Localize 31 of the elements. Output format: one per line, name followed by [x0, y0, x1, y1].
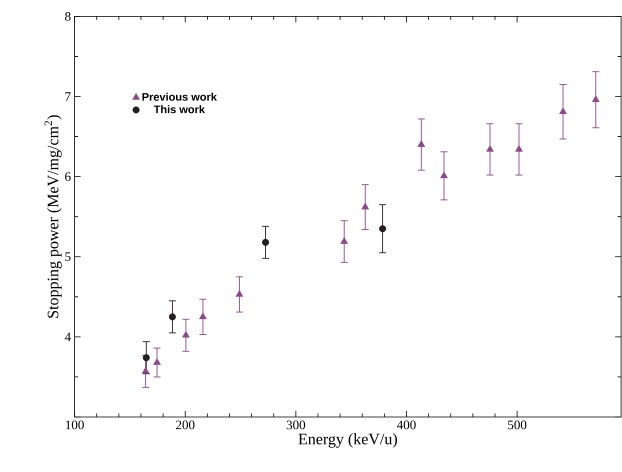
point	[182, 330, 190, 338]
point	[262, 238, 270, 246]
point	[168, 313, 176, 320]
point	[142, 366, 150, 374]
y-tick-label: 4	[64, 332, 71, 342]
point	[417, 140, 426, 147]
x-tick-label: 300	[286, 420, 306, 430]
point	[142, 354, 150, 362]
point	[153, 358, 161, 365]
y-tick-label: 7	[65, 92, 71, 101]
x-tick-label: 400	[396, 420, 416, 430]
x-tick-label: 500	[508, 420, 526, 430]
x-tick-label: 100	[66, 420, 84, 430]
point	[592, 95, 600, 102]
legend-label: This work	[154, 105, 206, 114]
point	[199, 312, 207, 320]
legend-label: Previous work	[142, 92, 217, 101]
point	[236, 290, 244, 297]
y-axis-title: Stopping power (MeV/mg/cm$^{2}$)	[44, 115, 62, 318]
x-tick-label: 200	[176, 420, 194, 430]
point	[559, 107, 567, 114]
y-tick-label: 5	[65, 252, 71, 262]
point	[440, 171, 448, 178]
y-tick-label: 6	[65, 172, 71, 182]
point	[361, 202, 370, 210]
point	[486, 145, 494, 152]
x-axis-title: Energy (keV/u)	[298, 433, 397, 448]
point	[379, 225, 386, 232]
point	[340, 237, 348, 244]
y-tick-label: 8	[65, 12, 71, 21]
point	[515, 145, 523, 152]
